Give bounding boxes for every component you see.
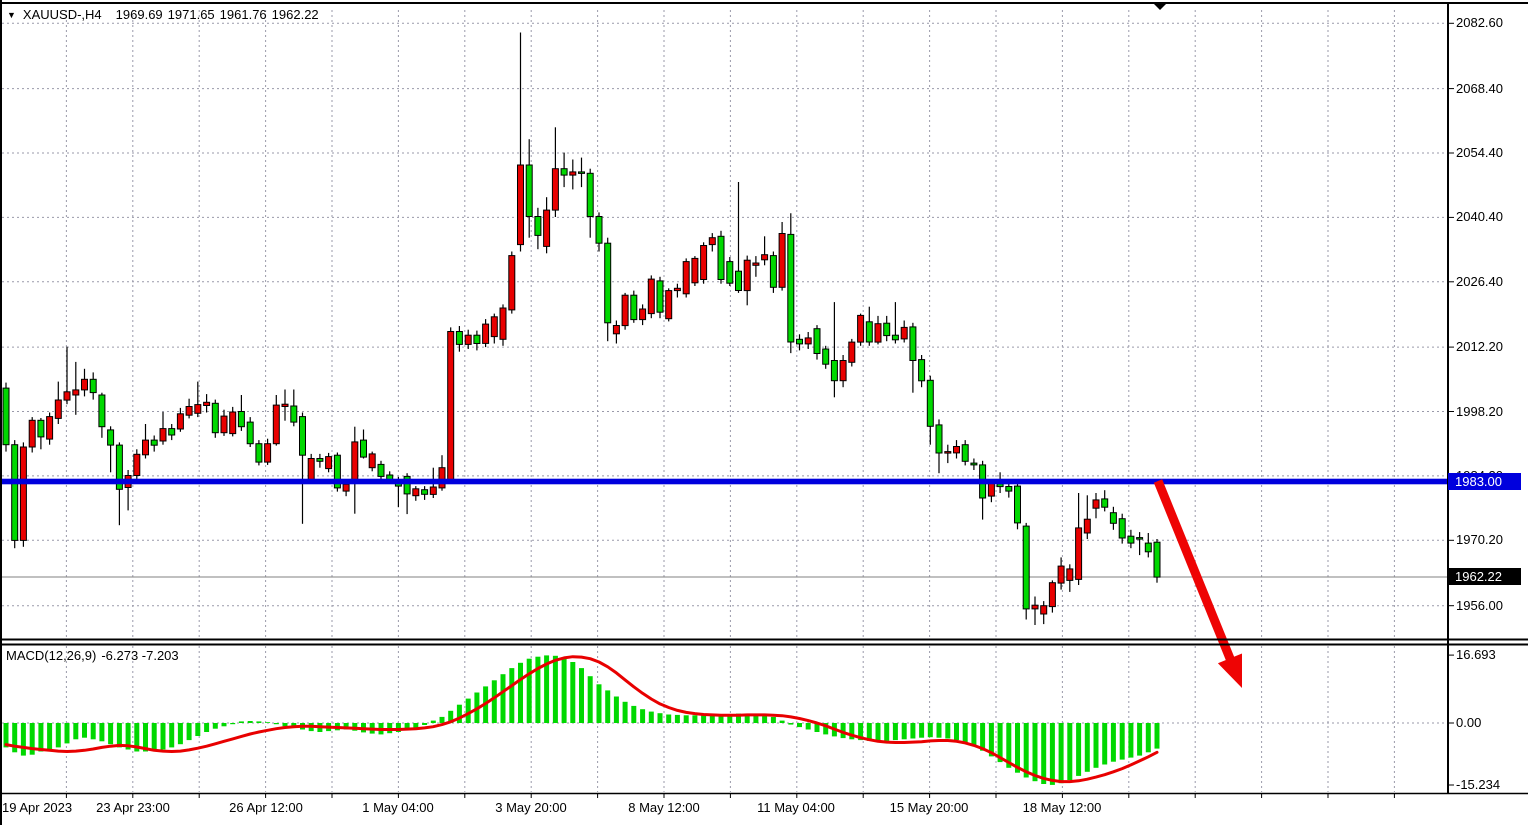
candlestick-series — [2, 32, 1161, 625]
trend-arrow[interactable] — [1153, 479, 1242, 688]
macd-axis-label: 0.00 — [1456, 715, 1482, 730]
time-axis-label: 19 Apr 2023 — [2, 800, 73, 815]
macd-indicator-label: MACD(12,26,9) -6.273 -7.203 — [6, 648, 179, 663]
symbol-period-label: XAUUSD-,H4 — [22, 7, 102, 22]
time-axis-label: 26 Apr 12:00 — [229, 800, 303, 815]
time-axis-label: 11 May 04:00 — [757, 800, 835, 815]
time-axis-label: 23 Apr 23:00 — [96, 800, 170, 815]
price-axis-label: 2068.40 — [1456, 81, 1503, 96]
macd-axis-label: -15.234 — [1456, 777, 1501, 792]
time-axis-label: 8 May 12:00 — [628, 800, 700, 815]
macd-values: -6.273 -7.203 — [101, 648, 179, 663]
quote-open: 1969.69 — [115, 7, 163, 22]
price-axis-label: 1970.20 — [1456, 532, 1503, 547]
time-axis-label: 15 May 20:00 — [889, 800, 969, 815]
price-axis-label: 1998.20 — [1456, 404, 1503, 419]
price-axis-label: 2012.20 — [1456, 339, 1503, 354]
price-axis-label: 2082.60 — [1456, 15, 1503, 30]
time-axis-label: 3 May 20:00 — [495, 800, 567, 815]
quote-high: 1971.65 — [167, 7, 215, 22]
chart-title: ▼ XAUUSD-,H4 1969.69 1971.65 1961.76 1962.22 — [7, 7, 324, 22]
macd-name: MACD(12,26,9) — [6, 648, 97, 663]
resistance-level-line[interactable] — [0, 478, 1447, 485]
price-axis-label: 2040.40 — [1456, 209, 1503, 224]
current-price-tag: 1962.22 — [1448, 568, 1521, 585]
symbol-dropdown-icon[interactable]: ▼ — [7, 10, 16, 20]
price-axis-label: 2054.40 — [1456, 145, 1503, 160]
resistance-price-tag[interactable]: 1983.00 — [1448, 473, 1521, 490]
quote-low: 1961.76 — [219, 7, 267, 22]
time-axis-label: 18 May 12:00 — [1022, 800, 1102, 815]
price-axis-label: 2026.40 — [1456, 274, 1503, 289]
macd-histogram — [3, 655, 1160, 785]
time-axis-label: 1 May 04:00 — [362, 800, 434, 815]
price-axis-label: 1956.00 — [1456, 598, 1503, 613]
macd-axis-label: 16.693 — [1456, 647, 1496, 662]
chart-shift-marker-icon — [1154, 4, 1166, 10]
quote-close: 1962.22 — [271, 7, 319, 22]
macd-signal-line — [4, 655, 1159, 784]
